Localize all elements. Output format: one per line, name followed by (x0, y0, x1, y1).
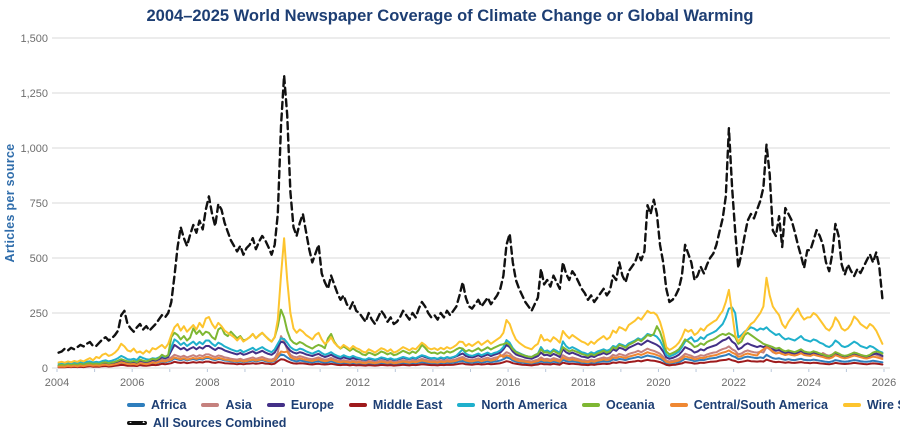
legend-label: Oceania (606, 398, 655, 412)
x-tick-label: 2006 (120, 377, 144, 389)
legend-swatch-asia (201, 403, 220, 407)
y-tick-label: 1,250 (20, 88, 48, 100)
legend-item-europe: Europe (266, 398, 334, 412)
y-tick-label: 250 (30, 308, 48, 320)
x-tick-label: 2024 (797, 377, 821, 389)
plot-svg: 0 250 500 750 1,000 1,250 1,500 2004 2006 2008 201… (3, 33, 896, 389)
legend-row-1: Africa Asia Europe Middle East North America… (127, 398, 900, 412)
y-axis-title: Articles per source (3, 144, 17, 263)
y-tick-label: 500 (30, 253, 48, 265)
legend-item-wire-services: Wire Services (842, 398, 900, 412)
legend-item-north-america: North America (457, 398, 567, 412)
legend-label: Asia (225, 398, 252, 412)
series-line-central-south-america (57, 346, 884, 368)
legend-swatch-oceania (582, 403, 601, 407)
legend-label: Europe (290, 398, 334, 412)
legend-label: Central/South America (693, 398, 828, 412)
series-line-wire-services (57, 237, 884, 364)
series-line-middle-east (57, 358, 884, 369)
legend-label: All Sources Combined (153, 416, 287, 430)
legend-swatch-middle-east (348, 403, 367, 407)
legend-row-2: All Sources Combined (127, 416, 897, 430)
y-tick-label: 750 (30, 198, 48, 210)
x-tick-label: 2020 (646, 377, 670, 389)
legend-swatch-africa (127, 403, 145, 407)
legend-swatch-europe (266, 403, 285, 407)
x-tick-label: 2004 (45, 377, 69, 389)
x-tick-label: 2016 (496, 377, 520, 389)
series-line-asia (57, 335, 884, 368)
legend-item-all-sources-combined: All Sources Combined (127, 416, 286, 430)
x-tick-label: 2012 (345, 377, 369, 389)
x-tick-label: 2010 (270, 377, 294, 389)
series-line-africa (57, 352, 884, 368)
legend-label: Middle East (372, 398, 443, 412)
series-line-oceania (57, 308, 884, 367)
x-tick-label: 2014 (421, 377, 445, 389)
legend-swatch-all-sources-combined (127, 421, 147, 425)
legend-swatch-north-america (457, 403, 476, 407)
series-line-all-sources-combined (57, 74, 884, 354)
x-tick-label: 2022 (721, 377, 745, 389)
y-tick-label: 1,000 (20, 143, 48, 155)
series-line-europe (57, 336, 884, 367)
legend-label: Africa (151, 398, 187, 412)
legend-item-africa: Africa (127, 398, 186, 412)
y-tick-label: 1,500 (20, 33, 48, 45)
legend-item-oceania: Oceania (582, 398, 655, 412)
legend-item-middle-east: Middle East (348, 398, 443, 412)
legend-item-central-south-america: Central/South America (669, 398, 828, 412)
legend-label: Wire Services (866, 398, 900, 412)
x-tick-label: 2026 (872, 377, 896, 389)
legend-item-asia: Asia (201, 398, 252, 412)
legend-swatch-central-south-america (669, 403, 688, 407)
y-tick-label: 0 (42, 363, 48, 375)
x-tick-label: 2018 (571, 377, 595, 389)
legend-swatch-wire-services (842, 403, 861, 407)
x-tick-label: 2008 (195, 377, 219, 389)
legend-label: North America (481, 398, 568, 412)
legend: Africa Asia Europe Middle East North America… (127, 398, 900, 432)
chart-title: 2004–2025 World Newspaper Coverage of Cl… (146, 7, 754, 25)
